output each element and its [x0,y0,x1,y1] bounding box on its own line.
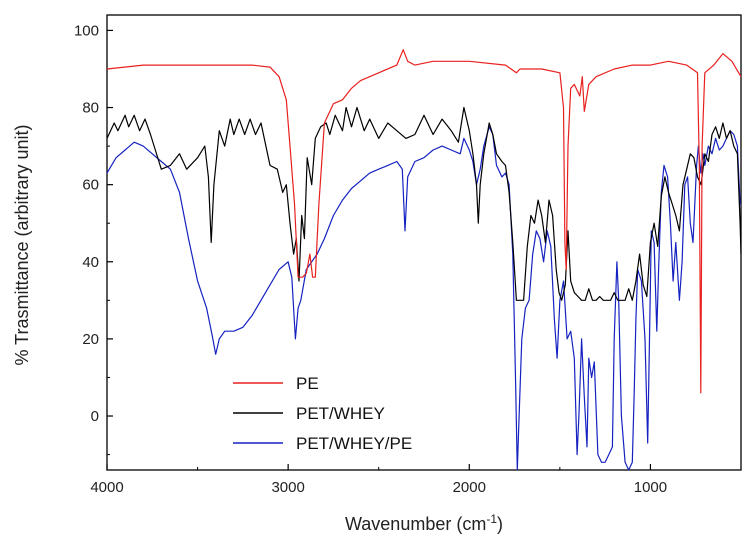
y-axis-title: % Trasmittance (arbitrary unit) [12,124,32,365]
series-line-pet-whey [106,106,742,301]
x-tick-label: 3000 [271,479,304,496]
series-layer [106,49,742,471]
y-tick-label: 80 [82,100,99,117]
x-tick-label: 1000 [634,479,667,496]
x-axis-title: Wavenumber (cm-1) [345,512,503,534]
plot-frame [106,14,742,471]
x-axis-title-close: ) [497,514,503,534]
y-tick-label: 20 [82,331,99,348]
x-tick-label: 4000 [90,479,123,496]
x-tick-label: 2000 [453,479,486,496]
legend: PE PET/WHEY PET/WHEY/PE [233,374,412,453]
y-tick-label: 60 [82,177,99,194]
series-line-pe [106,49,742,394]
x-axis-ticks: 4000 3000 2000 1000 [90,464,667,496]
y-axis-ticks: 0 20 40 60 80 100 [74,22,113,456]
y-tick-label: 40 [82,254,99,271]
y-tick-label: 100 [74,22,99,39]
x-axis-title-main: Wavenumber (cm [345,514,486,534]
legend-label-pet-whey-pe: PET/WHEY/PE [296,434,412,453]
series-line-pet-whey-pe [106,126,741,471]
legend-label-pe: PE [296,374,319,393]
legend-label-pet-whey: PET/WHEY [296,404,385,423]
y-tick-label: 0 [91,408,99,425]
x-axis-title-superscript: -1 [486,512,497,526]
